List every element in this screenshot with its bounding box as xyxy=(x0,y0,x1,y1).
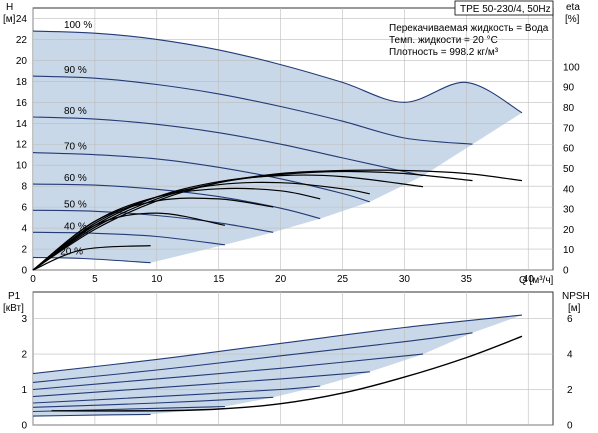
head-curve xyxy=(32,183,321,220)
speed-label: 70 % xyxy=(64,142,87,153)
efficiency-curve xyxy=(32,212,226,271)
left-y-tick-label: 8 xyxy=(21,182,27,193)
power-curve xyxy=(32,413,151,417)
right-y-tick-label: 10 xyxy=(563,245,575,256)
left-y-tick-label: 24 xyxy=(16,14,28,25)
annotation-temp: Темп. жидкости = 20 °C xyxy=(389,35,498,46)
head-curves xyxy=(32,30,523,264)
left-y-tick-label: 2 xyxy=(21,245,27,256)
right-axis-title-eta-unit: [%] xyxy=(565,14,580,25)
left-y-tick-label: 4 xyxy=(21,224,27,235)
p1-tick-label: 2 xyxy=(21,350,27,361)
x-axis-title: Q [м³/ч] xyxy=(519,275,554,286)
speed-label: 20 % xyxy=(60,246,83,257)
right-axis-title-eta: eta xyxy=(566,2,580,13)
right-y-tick-label: 20 xyxy=(563,225,575,236)
npsh-tick-label: 2 xyxy=(567,385,573,396)
speed-label: 60 % xyxy=(64,173,87,184)
left-y-tick-label: 10 xyxy=(16,161,28,172)
efficiency-curve xyxy=(32,169,523,271)
x-tick-label: 15 xyxy=(213,274,225,285)
efficiency-curve xyxy=(32,197,274,271)
head-curve xyxy=(32,152,370,203)
operating-area xyxy=(33,31,522,263)
left-y-tick-label: 6 xyxy=(21,203,27,214)
head-curve xyxy=(32,75,473,145)
left-axis-title-h-unit: [м] xyxy=(3,14,16,25)
top-gridlines xyxy=(32,8,553,271)
right-y-tick-label: 40 xyxy=(563,184,575,195)
power-curve xyxy=(32,385,321,404)
right-y-tick-label: 90 xyxy=(563,83,575,94)
left-y-tick-label: 12 xyxy=(16,140,28,151)
left-axis-title-p1: P1 xyxy=(8,291,21,302)
left-y-tick-label: 0 xyxy=(21,266,27,277)
left-axis-title-p1-unit: [кВт] xyxy=(3,303,24,314)
bottom-tick-labels: 0 1 2 3 0 2 4 6 xyxy=(21,314,573,431)
power-curve xyxy=(32,314,523,375)
power-area xyxy=(33,315,522,417)
efficiency-curve xyxy=(32,181,370,271)
efficiency-curves xyxy=(32,169,523,271)
left-y-tick-label: 18 xyxy=(16,77,28,88)
efficiency-curve xyxy=(32,245,151,271)
title-box xyxy=(454,0,554,16)
left-y-tick-label: 16 xyxy=(16,98,28,109)
right-y-tick-label: 0 xyxy=(563,266,569,277)
speed-labels: 100 % 90 % 80 % 70 % 60 % 50 % 40 % 20 % xyxy=(60,20,92,257)
chart-title: TPE 50-230/4, 50Hz xyxy=(460,4,551,15)
head-curve xyxy=(32,30,523,114)
left-y-tick-label: 20 xyxy=(16,56,28,67)
p1-tick-label: 3 xyxy=(21,314,27,325)
x-tick-label: 40 xyxy=(523,274,535,285)
right-axis-title-npsh-unit: [м] xyxy=(568,303,581,314)
npsh-tick-label: 4 xyxy=(567,350,573,361)
top-tick-labels: 0 5 10 15 20 25 30 35 40024681012141618202224010… xyxy=(16,14,580,285)
head-efficiency-panel: 0 5 10 15 20 25 30 35 40024681012141618202224010… xyxy=(3,0,580,286)
head-curve xyxy=(32,209,274,233)
right-y-tick-label: 70 xyxy=(563,123,575,134)
power-curves xyxy=(32,314,523,417)
left-y-tick-label: 22 xyxy=(16,35,28,46)
head-curve xyxy=(32,116,424,177)
x-tick-label: 20 xyxy=(275,274,287,285)
speed-label: 40 % xyxy=(64,221,87,232)
right-y-tick-label: 30 xyxy=(563,205,575,216)
x-tick-label: 5 xyxy=(92,274,98,285)
speed-label: 80 % xyxy=(64,106,87,117)
x-tick-label: 10 xyxy=(151,274,163,285)
annotation-liquid: Перекачиваемая жидкость = Вода xyxy=(389,23,549,34)
right-y-tick-label: 50 xyxy=(563,164,575,175)
power-curve xyxy=(32,396,274,408)
npsh-tick-label: 0 xyxy=(567,421,573,432)
power-curve xyxy=(32,353,424,391)
npsh-curve xyxy=(51,335,523,412)
left-axis-title-h: H xyxy=(6,2,13,13)
left-y-tick-label: 14 xyxy=(16,119,28,130)
right-y-tick-label: 60 xyxy=(563,144,575,155)
power-curve xyxy=(32,332,473,383)
x-tick-label: 25 xyxy=(337,274,349,285)
right-axis-title-npsh: NPSH xyxy=(562,291,590,302)
x-tick-label: 0 xyxy=(30,274,36,285)
p1-tick-label: 0 xyxy=(21,421,27,432)
power-npsh-panel: 0 1 2 3 0 2 4 6 P1 [кВт] NPSH [м] xyxy=(3,291,590,432)
head-curve xyxy=(32,231,225,246)
npsh-tick-label: 6 xyxy=(567,314,573,325)
annotation-density: Плотность = 998.2 кг/м³ xyxy=(389,47,499,58)
speed-label: 50 % xyxy=(64,199,87,210)
p1-tick-label: 1 xyxy=(21,385,27,396)
x-tick-label: 35 xyxy=(461,274,473,285)
power-curve xyxy=(32,371,370,398)
x-tick-label: 30 xyxy=(399,274,411,285)
speed-label: 90 % xyxy=(64,65,87,76)
npsh-line xyxy=(51,335,523,412)
power-area-fill xyxy=(33,315,522,417)
right-y-tick-label: 100 xyxy=(563,62,580,73)
operating-area-fill xyxy=(33,31,522,263)
head-curve xyxy=(32,256,151,264)
speed-label: 100 % xyxy=(64,20,92,31)
right-y-tick-label: 80 xyxy=(563,103,575,114)
